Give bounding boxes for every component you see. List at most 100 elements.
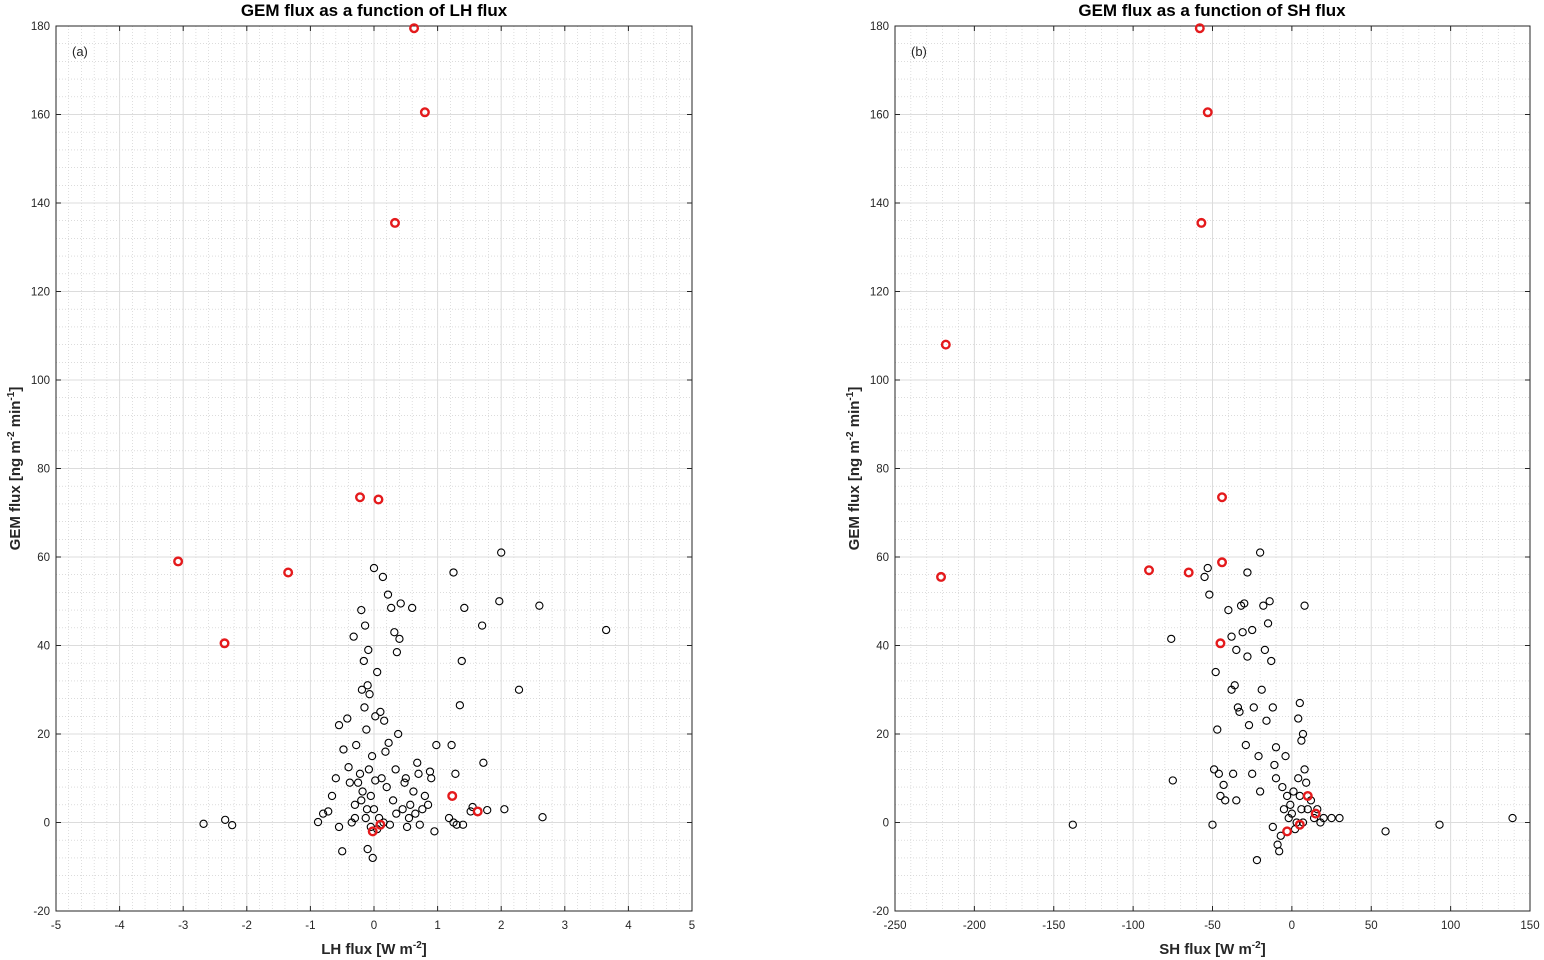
panel-label: (a) xyxy=(72,44,88,59)
x-tick-label: 5 xyxy=(689,920,695,932)
data-point xyxy=(1268,703,1277,712)
data-point xyxy=(392,809,401,818)
data-point xyxy=(1297,805,1306,814)
y-tick-label: -20 xyxy=(33,906,50,918)
data-point xyxy=(1243,568,1252,577)
data-point xyxy=(1287,809,1297,818)
x-tick-label: 2 xyxy=(498,920,504,932)
x-tick-label: 0 xyxy=(1289,920,1295,932)
data-point xyxy=(382,782,391,792)
data-point xyxy=(1213,725,1222,734)
data-point xyxy=(449,818,458,827)
data-point xyxy=(359,656,368,666)
data-point xyxy=(1230,681,1239,690)
data-point xyxy=(455,701,465,710)
highlighted-data-point xyxy=(1310,808,1321,819)
highlighted-series xyxy=(173,23,483,837)
data-point xyxy=(1295,698,1304,708)
data-point xyxy=(1278,782,1287,792)
data-point xyxy=(1200,572,1209,582)
x-tick-label: 0 xyxy=(371,920,377,932)
data-point xyxy=(1252,855,1262,865)
data-point xyxy=(369,563,379,573)
data-point xyxy=(362,805,372,814)
data-point xyxy=(409,787,418,796)
y-tick-label: 140 xyxy=(31,198,50,210)
data-point xyxy=(353,778,363,787)
data-point xyxy=(350,800,360,809)
x-tick-label: 3 xyxy=(562,920,568,932)
y-tick-label: 120 xyxy=(870,287,889,299)
data-point xyxy=(1221,796,1230,805)
data-point xyxy=(402,822,412,832)
data-point xyxy=(1273,840,1282,849)
chart-title: GEM flux as a function of LH flux xyxy=(241,1,508,20)
data-point xyxy=(1508,813,1517,823)
data-point xyxy=(364,645,373,655)
data-point xyxy=(199,819,208,828)
data-point xyxy=(1300,601,1309,610)
data-point xyxy=(1265,597,1274,606)
data-point xyxy=(1248,769,1257,778)
data-point xyxy=(1270,760,1279,770)
data-series xyxy=(199,548,611,863)
data-point xyxy=(1381,827,1390,836)
x-tick-label: 150 xyxy=(1520,920,1539,932)
data-point xyxy=(327,791,337,801)
data-point xyxy=(1263,619,1273,628)
highlighted-data-point xyxy=(375,819,386,830)
data-point xyxy=(1302,778,1311,787)
data-point xyxy=(1435,820,1444,829)
x-tick-label: 100 xyxy=(1441,920,1460,932)
x-tick-label: -200 xyxy=(963,920,986,932)
data-point xyxy=(601,625,611,635)
data-point xyxy=(1233,703,1243,712)
y-axis-label: GEM flux [ng m-2 min-1] xyxy=(6,387,24,551)
data-point xyxy=(483,805,492,815)
data-point xyxy=(497,548,506,557)
data-point xyxy=(1259,601,1268,610)
major-grid xyxy=(894,25,1531,912)
data-point xyxy=(1319,813,1328,823)
highlighted-data-point xyxy=(219,638,230,649)
highlighted-data-point xyxy=(1217,492,1228,503)
highlighted-data-point xyxy=(373,494,384,505)
data-point xyxy=(376,707,385,717)
data-point xyxy=(367,751,377,761)
highlighted-data-point xyxy=(1217,557,1228,568)
data-point xyxy=(430,827,439,836)
data-point xyxy=(1216,791,1225,801)
data-point xyxy=(451,769,460,778)
data-point xyxy=(1257,685,1266,694)
data-point xyxy=(414,769,423,778)
data-point xyxy=(365,690,374,699)
data-point xyxy=(500,805,509,814)
data-point xyxy=(1249,703,1258,712)
data-point xyxy=(1297,736,1306,745)
y-tick-label: 0 xyxy=(44,818,50,830)
highlighted-data-point xyxy=(472,806,483,817)
data-point xyxy=(392,647,402,657)
y-tick-label: 100 xyxy=(870,375,889,387)
data-point xyxy=(1205,590,1214,599)
data-point xyxy=(479,758,488,767)
data-point xyxy=(394,729,403,739)
data-point xyxy=(514,685,524,694)
data-point xyxy=(1214,769,1223,778)
data-point xyxy=(1224,605,1233,615)
data-point xyxy=(535,601,544,610)
data-point xyxy=(1271,774,1281,783)
data-point xyxy=(388,796,398,805)
x-tick-label: -250 xyxy=(883,920,906,932)
highlighted-data-point xyxy=(936,571,947,582)
data-point xyxy=(1227,632,1236,641)
data-point xyxy=(1279,805,1289,814)
data-point xyxy=(381,747,390,756)
y-tick-label: 40 xyxy=(876,641,889,653)
data-point xyxy=(343,714,352,723)
data-point xyxy=(1260,645,1270,655)
data-point xyxy=(1327,813,1336,823)
data-point xyxy=(1228,769,1238,778)
highlighted-data-point xyxy=(367,826,378,837)
